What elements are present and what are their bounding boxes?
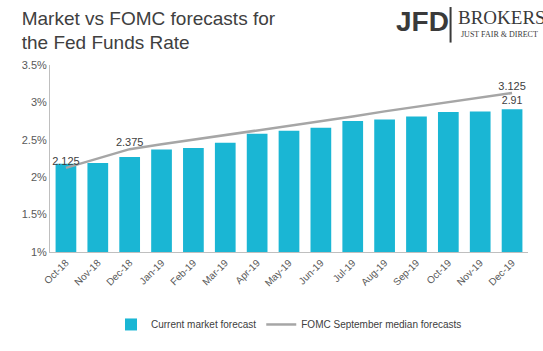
svg-text:Aug-19: Aug-19 [359, 257, 390, 288]
svg-text:Dec-18: Dec-18 [104, 257, 135, 288]
svg-text:Dec-19: Dec-19 [486, 257, 517, 288]
svg-text:Current market forecast: Current market forecast [151, 319, 256, 330]
svg-text:Oct-18: Oct-18 [42, 257, 71, 286]
svg-text:Feb-19: Feb-19 [168, 257, 198, 287]
svg-text:Mar-19: Mar-19 [200, 257, 230, 287]
svg-text:3.5%: 3.5% [22, 59, 47, 71]
svg-text:May-19: May-19 [263, 257, 295, 289]
svg-text:2.5%: 2.5% [22, 134, 47, 146]
svg-text:Apr-19: Apr-19 [233, 257, 262, 286]
svg-text:Nov-18: Nov-18 [72, 257, 103, 288]
svg-text:2.375: 2.375 [116, 136, 144, 148]
svg-text:JUST FAIR & DIRECT: JUST FAIR & DIRECT [461, 30, 538, 39]
svg-text:Oct-19: Oct-19 [424, 257, 453, 286]
svg-text:Nov-19: Nov-19 [455, 257, 486, 288]
svg-text:Jun-19: Jun-19 [296, 257, 326, 287]
svg-text:Market vs FOMC forecasts forth: Market vs FOMC forecasts forthe Fed Fund… [22, 8, 276, 54]
svg-text:3%: 3% [31, 96, 47, 108]
svg-text:BROKERS: BROKERS [458, 7, 543, 28]
svg-text:Sep-19: Sep-19 [391, 257, 422, 288]
svg-text:2.91: 2.91 [502, 94, 523, 106]
svg-text:1.5%: 1.5% [22, 208, 47, 220]
svg-text:Jan-19: Jan-19 [137, 257, 167, 287]
svg-text:3.125: 3.125 [498, 80, 526, 92]
svg-text:FOMC September median forecast: FOMC September median forecasts [301, 319, 461, 330]
svg-text:JFD: JFD [396, 6, 449, 37]
svg-text:2%: 2% [31, 171, 47, 183]
svg-text:Jul-19: Jul-19 [331, 257, 358, 284]
svg-text:2.125: 2.125 [52, 155, 80, 167]
svg-text:1%: 1% [31, 246, 47, 258]
